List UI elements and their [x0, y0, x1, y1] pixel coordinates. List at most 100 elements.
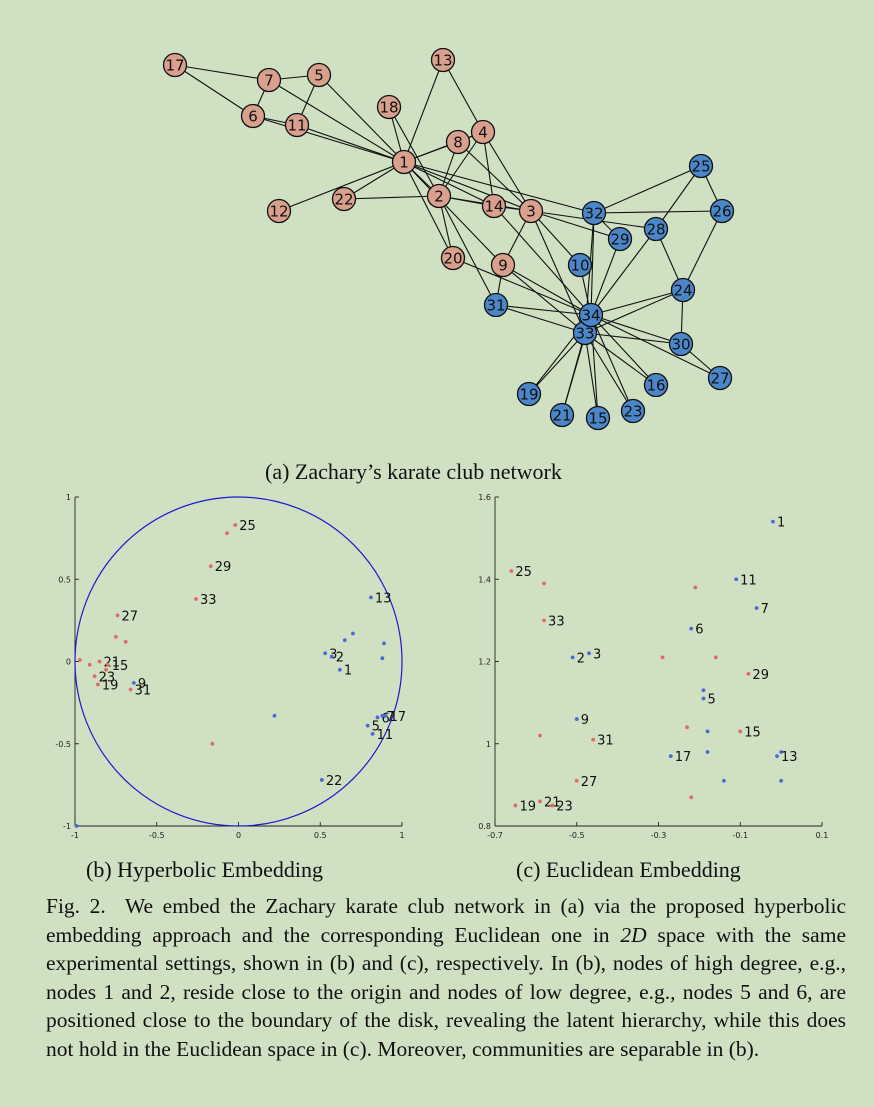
x-tick-label: 0 [236, 831, 241, 840]
network-node-label: 20 [443, 250, 462, 268]
x-tick-label: -0.5 [569, 831, 585, 840]
edge-14-34 [493, 205, 592, 316]
scatter-point-15: 15 [738, 725, 761, 740]
scatter-point [342, 638, 347, 643]
edge-1-7 [268, 79, 405, 163]
network-node-label: 5 [314, 67, 324, 85]
network-node-label: 3 [526, 203, 536, 221]
scatter-point [542, 581, 546, 586]
scatter-point-label: 19 [102, 679, 119, 694]
scatter-point [78, 657, 82, 662]
scatter-point-label: 29 [752, 668, 769, 683]
scatter-point-label: 33 [200, 593, 217, 608]
scatter-point-25: 25 [233, 519, 256, 534]
network-node-17: 17 [162, 52, 188, 78]
scatter-point [210, 741, 215, 746]
scatter-point-label: 29 [215, 560, 232, 575]
network-node-label: 31 [486, 297, 505, 315]
scatter-point-17: 17 [383, 710, 406, 725]
x-tick-label: 0.5 [314, 831, 327, 840]
scatter-point [225, 531, 229, 536]
scatter-point [351, 631, 355, 636]
edge-29-34 [590, 238, 621, 316]
y-tick-label: 1 [486, 740, 491, 749]
edge-2-18 [388, 106, 440, 197]
scatter-point-label: 27 [581, 775, 598, 790]
network-node-27: 27 [707, 365, 733, 391]
scatter-point [87, 662, 92, 667]
scatter-point-label: 17 [675, 750, 692, 765]
scatter-point [693, 585, 698, 590]
network-node-label: 30 [671, 336, 690, 354]
scatter-point [722, 778, 726, 783]
scatter-point-1: 1 [337, 664, 352, 679]
network-node-33: 33 [572, 320, 598, 346]
network-node-label: 14 [484, 198, 503, 216]
edge-28-34 [590, 228, 657, 316]
scatter-point-6: 6 [689, 623, 703, 638]
network-node-18: 18 [376, 94, 402, 120]
scatter-point-9: 9 [131, 677, 146, 692]
network-node-label: 22 [334, 191, 353, 209]
network-node-5: 5 [306, 62, 332, 88]
scatter-point-label: 5 [372, 720, 380, 735]
network-node-4: 4 [470, 119, 496, 145]
scatter-point-33: 33 [194, 593, 217, 608]
network-node-label: 13 [433, 52, 452, 70]
network-node-label: 18 [379, 99, 398, 117]
scatter-point-label: 27 [122, 609, 139, 624]
edge-1-11 [296, 124, 405, 163]
network-node-14: 14 [481, 193, 507, 219]
figure-caption-dim: 2D [620, 922, 647, 947]
edge-3-33 [530, 210, 586, 334]
network-node-label: 25 [691, 158, 710, 176]
euclidean-axes: 1.6 1.4 1.2 1 0.8-0.7 -0.5 -0.3 -0.1 0.1 [478, 493, 828, 840]
scatter-point-label: 23 [99, 670, 116, 685]
x-tick-label: 0.1 [816, 831, 829, 840]
figure-caption-text-1: We embed the Zachary karate club network… [46, 894, 847, 947]
network-node-30: 30 [668, 331, 694, 357]
edge-1-14 [403, 161, 495, 207]
x-tick-label: -0.1 [732, 831, 748, 840]
scatter-point-23: 23 [92, 670, 116, 685]
edge-16-33 [584, 332, 657, 386]
edge-3-10 [530, 210, 581, 266]
edge-25-32 [593, 165, 702, 214]
network-node-24: 24 [670, 277, 696, 303]
scatter-point-label: 1 [777, 516, 785, 531]
edge-4-14 [482, 131, 495, 207]
network-node-label: 19 [519, 386, 538, 404]
x-tick-label: -1 [71, 831, 79, 840]
scatter-point-15: 15 [105, 659, 129, 674]
network-node-16: 16 [643, 372, 669, 398]
edge-23-33 [584, 332, 634, 412]
network-node-2: 2 [426, 183, 452, 209]
edge-1-13 [403, 59, 444, 163]
network-node-label: 34 [581, 307, 600, 325]
network-node-label: 15 [588, 410, 607, 428]
scatter-point-label: 7 [386, 710, 394, 725]
network-node-19: 19 [516, 381, 542, 407]
network-node-label: 24 [673, 282, 692, 300]
scatter-point [538, 733, 542, 738]
edge-20-34 [452, 257, 592, 316]
scatter-point-label: 13 [781, 750, 798, 765]
scatter-point-31: 31 [128, 683, 151, 698]
scatter-point-label: 1 [344, 664, 352, 679]
scatter-point-label: 11 [377, 728, 394, 743]
scatter-point-label: 31 [597, 734, 614, 749]
scatter-point-21: 21 [538, 795, 561, 810]
network-node-label: 10 [570, 257, 589, 275]
edge-1-6 [252, 115, 405, 163]
scatter-point [382, 641, 386, 646]
scatter-point-label: 2 [577, 651, 585, 666]
network-node-label: 4 [478, 124, 488, 142]
scatter-point-label: 15 [112, 659, 129, 674]
network-node-20: 20 [440, 245, 466, 271]
edge-19-33 [528, 332, 586, 395]
network-node-34: 34 [578, 302, 604, 328]
scatter-point-label: 11 [740, 573, 757, 588]
scatter-point-label: 25 [239, 519, 256, 534]
